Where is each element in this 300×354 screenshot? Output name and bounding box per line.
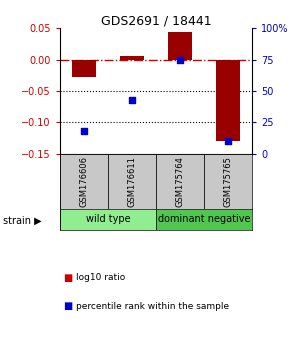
Text: GSM175765: GSM175765 [224, 156, 232, 207]
Text: ■: ■ [63, 273, 72, 283]
Text: GSM176606: GSM176606 [80, 156, 88, 207]
Text: wild type: wild type [86, 214, 130, 224]
Text: GSM175764: GSM175764 [176, 156, 184, 207]
Text: percentile rank within the sample: percentile rank within the sample [76, 302, 230, 311]
Bar [60, 154, 108, 209]
Point [82, 128, 86, 134]
Bar [216, 60, 240, 141]
Text: ■: ■ [63, 301, 72, 311]
Bar [156, 209, 252, 230]
Point [226, 138, 230, 144]
Bar [120, 56, 144, 60]
Bar [72, 60, 96, 77]
Text: strain ▶: strain ▶ [3, 216, 42, 226]
Title: GDS2691 / 18441: GDS2691 / 18441 [101, 14, 211, 27]
Text: GSM176611: GSM176611 [128, 156, 136, 207]
Text: log10 ratio: log10 ratio [76, 273, 126, 282]
Bar [60, 209, 156, 230]
Text: dominant negative: dominant negative [158, 214, 250, 224]
Point [178, 57, 182, 63]
Bar [156, 154, 204, 209]
Point [130, 97, 134, 103]
Bar [108, 154, 156, 209]
Bar [204, 154, 252, 209]
Bar [168, 32, 192, 60]
